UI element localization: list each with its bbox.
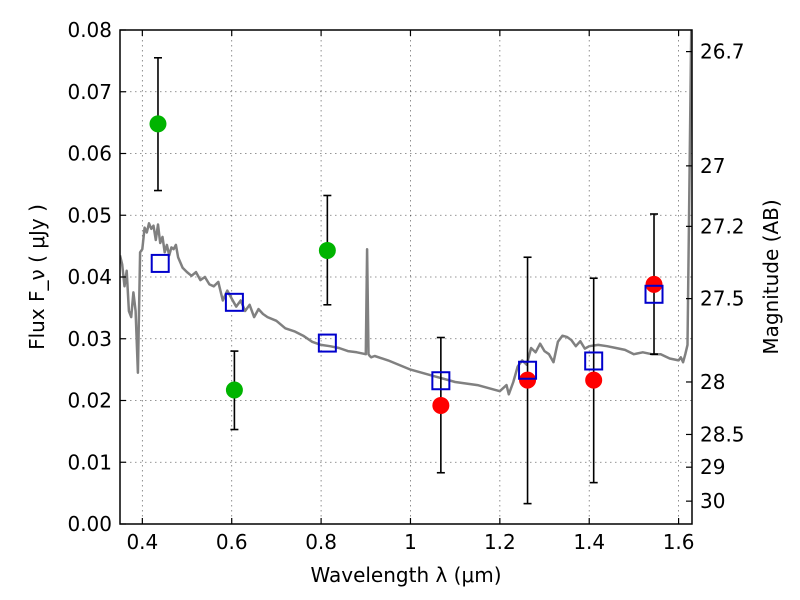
x-tick-label: 1.4 xyxy=(573,530,605,554)
y-tick-label: 0.08 xyxy=(67,18,112,42)
y-tick-label: 0.06 xyxy=(67,142,112,166)
y-tick-label: 0.02 xyxy=(67,389,112,413)
right-tick-label: 27.2 xyxy=(700,214,745,238)
y-tick-label: 0.03 xyxy=(67,327,112,351)
data-point xyxy=(585,371,603,389)
model-point xyxy=(431,371,451,391)
x-axis-title: Wavelength λ (μm) xyxy=(310,563,501,587)
x-tick-label: 1.2 xyxy=(484,530,516,554)
data-point xyxy=(318,241,336,259)
right-tick-label: 27.5 xyxy=(700,287,745,311)
data-point xyxy=(149,115,167,133)
y-tick-label: 0.05 xyxy=(67,203,112,227)
model-point xyxy=(224,292,244,312)
right-tick-label: 28.5 xyxy=(700,422,745,446)
right-tick-label: 26.7 xyxy=(700,40,745,64)
model-point xyxy=(518,360,538,380)
right-tick-label: 28 xyxy=(700,370,725,394)
right-tick-label: 27 xyxy=(700,154,725,178)
y-axis-ticks: 0.00 0.01 0.02 0.03 0.04 0.05 0.06 0.07 0.08 xyxy=(67,18,126,536)
y-tick-label: 0.04 xyxy=(67,265,112,289)
y-tick-label: 0.07 xyxy=(67,80,112,104)
data-point xyxy=(225,381,243,399)
x-tick-label: 0.6 xyxy=(216,530,248,554)
x-tick-label: 0.8 xyxy=(305,530,337,554)
model-point xyxy=(150,253,170,273)
model-spectrum-line xyxy=(120,30,692,396)
right-axis-title: Magnitude (AB) xyxy=(759,199,783,354)
model-point xyxy=(584,351,604,371)
model-point xyxy=(317,333,337,353)
y-tick-label: 0.01 xyxy=(67,450,112,474)
x-tick-label: 1 xyxy=(404,530,417,554)
right-tick-label: 29 xyxy=(700,455,725,479)
y-axis-title: Flux F_ν ( μJy ) xyxy=(25,204,49,350)
data-point xyxy=(432,396,450,414)
model-point xyxy=(644,284,664,304)
data-layer xyxy=(120,30,692,505)
grid xyxy=(120,30,692,524)
x-axis-ticks: 0.4 0.6 0.8 1 1.2 1.4 1.6 xyxy=(126,30,695,554)
right-axis-ticks: 26.7 27 27.2 27.5 28 28.5 29 30 xyxy=(686,40,745,513)
x-tick-label: 1.6 xyxy=(663,530,695,554)
y-tick-label: 0.00 xyxy=(67,512,112,536)
x-tick-label: 0.4 xyxy=(126,530,158,554)
data-point xyxy=(519,371,537,389)
right-tick-label: 30 xyxy=(700,489,725,513)
data-point xyxy=(645,275,663,293)
